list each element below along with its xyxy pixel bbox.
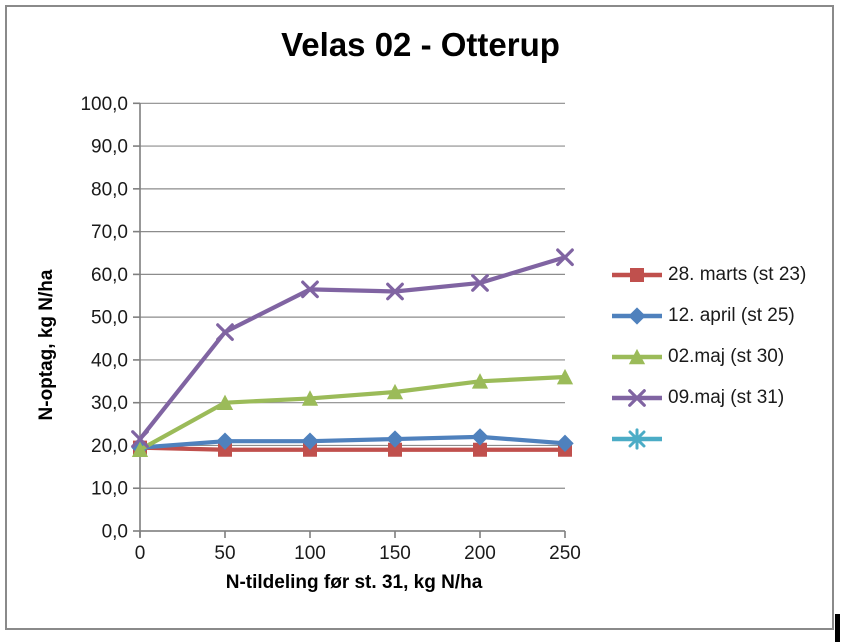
- y-tick-label: 50,0: [91, 308, 128, 329]
- legend-item: 09.maj (st 31): [610, 377, 806, 418]
- y-axis-title: N-optag, kg N/ha: [36, 269, 57, 421]
- series-12. april (st 25): [131, 428, 574, 457]
- triangle-marker: [556, 368, 574, 385]
- y-tick-label: 20,0: [91, 436, 128, 457]
- diamond-marker: [556, 434, 574, 453]
- triangle-legend-icon: [612, 348, 662, 364]
- x-tick-label: 200: [464, 543, 496, 564]
- asterisk-legend-icon: [612, 427, 662, 450]
- diamond-legend-icon: [612, 306, 662, 325]
- square-marker: [473, 442, 487, 457]
- y-tick-label: 0,0: [102, 522, 128, 543]
- legend: 28. marts (st 23) 12. april (st 25) 02.maj…: [610, 254, 806, 459]
- series-line: [137, 445, 568, 452]
- x-tick-label: 0: [135, 543, 146, 564]
- square-legend-icon: [612, 267, 662, 282]
- x-marker: [386, 282, 404, 301]
- x-tick-label: 250: [549, 543, 581, 564]
- y-tick-label: 60,0: [91, 265, 128, 286]
- x-legend-icon: [612, 388, 662, 407]
- x-marker: [216, 323, 234, 341]
- y-tick-label: 100,0: [80, 94, 128, 115]
- triangle-marker: [471, 373, 489, 389]
- series-line: [137, 374, 568, 452]
- diamond-marker: [628, 306, 646, 325]
- legend-item: 12. april (st 25): [610, 295, 806, 336]
- diamond-marker: [471, 428, 489, 446]
- triangle-marker: [628, 348, 646, 364]
- series-line: [137, 434, 568, 450]
- diamond-marker: [386, 430, 404, 448]
- x-marker: [131, 430, 149, 448]
- x-marker: [556, 248, 574, 267]
- triangle-marker: [216, 394, 234, 410]
- legend-item: 02.maj (st 30): [610, 336, 806, 377]
- y-tick-label: 30,0: [91, 393, 128, 414]
- x-marker: [301, 280, 319, 299]
- series-line: [137, 255, 568, 442]
- chart-title: Velas 02 - Otterup: [281, 26, 560, 63]
- triangle-marker: [131, 441, 149, 458]
- asterisk-marker: [628, 427, 646, 450]
- x-axis-title: N-tildeling før st. 31, kg N/ha: [225, 572, 483, 593]
- x-tick-label: 100: [294, 543, 326, 564]
- x-marker: [628, 388, 646, 407]
- legend-item: [610, 418, 806, 459]
- square-marker: [388, 442, 402, 457]
- diamond-marker: [216, 432, 234, 450]
- triangle-marker: [301, 390, 319, 406]
- triangle-marker: [386, 383, 404, 400]
- x-marker: [471, 274, 489, 292]
- legend-item: 28. marts (st 23): [610, 254, 806, 295]
- y-tick-label: 40,0: [91, 350, 128, 371]
- y-tick-label: 80,0: [91, 179, 128, 200]
- legend-label: 12. april (st 25): [668, 304, 795, 326]
- x-tick-label: 50: [214, 543, 235, 564]
- x-tick-label: 150: [379, 543, 411, 564]
- y-tick-label: 10,0: [91, 479, 128, 500]
- series-09.maj (st 31): [131, 248, 574, 448]
- legend-label: 09.maj (st 31): [668, 386, 785, 408]
- square-marker: [630, 267, 644, 282]
- cursor-mark: [835, 614, 840, 642]
- y-tick-label: 70,0: [91, 222, 128, 243]
- diamond-marker: [301, 432, 319, 450]
- legend-label: 28. marts (st 23): [668, 263, 807, 285]
- y-tick-label: 90,0: [91, 137, 128, 158]
- legend-label: 02.maj (st 30): [668, 345, 785, 367]
- series-02.maj (st 30): [131, 368, 574, 458]
